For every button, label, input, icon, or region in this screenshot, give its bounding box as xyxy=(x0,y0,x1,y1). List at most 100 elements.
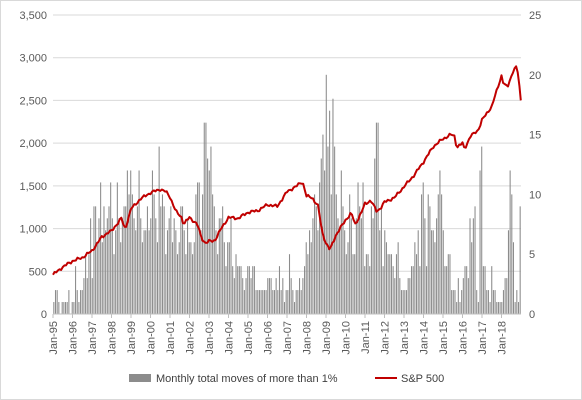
bar xyxy=(135,230,137,314)
bar xyxy=(342,206,344,314)
bar xyxy=(217,254,219,314)
bar xyxy=(304,266,306,314)
bar xyxy=(424,218,426,314)
right-axis-tick-label: 0 xyxy=(529,309,535,321)
bar xyxy=(395,254,398,314)
bar xyxy=(260,290,262,314)
bar xyxy=(339,230,341,314)
bar xyxy=(56,290,58,314)
x-axis-tick-label: Jan-99 xyxy=(126,321,138,355)
bar xyxy=(80,290,82,314)
bar xyxy=(90,218,92,314)
bar xyxy=(476,290,478,314)
bar xyxy=(228,242,230,314)
bar xyxy=(481,146,483,314)
bar xyxy=(330,194,332,314)
bar xyxy=(131,194,133,314)
bar xyxy=(153,194,155,314)
bar xyxy=(347,242,349,314)
bar xyxy=(474,206,476,314)
bar xyxy=(238,266,240,314)
bar xyxy=(507,230,509,314)
bar xyxy=(319,182,321,314)
bar xyxy=(183,230,185,314)
bar xyxy=(506,278,508,314)
bar xyxy=(86,278,88,314)
bar xyxy=(248,266,250,314)
bar xyxy=(317,230,319,314)
bar xyxy=(233,278,235,314)
bar xyxy=(394,278,396,314)
bar xyxy=(187,218,189,314)
bar xyxy=(115,230,117,314)
bar xyxy=(278,266,281,314)
bar xyxy=(466,266,468,314)
bar xyxy=(461,290,463,314)
bar xyxy=(220,218,222,314)
bar xyxy=(53,302,55,314)
bar xyxy=(195,194,197,314)
bar xyxy=(130,170,132,314)
bar xyxy=(108,206,110,314)
bar xyxy=(245,278,247,314)
bar xyxy=(96,242,98,314)
bar xyxy=(310,242,312,314)
bar xyxy=(426,266,428,314)
bar xyxy=(295,290,297,314)
bar xyxy=(385,242,387,314)
bar xyxy=(437,194,439,314)
bar xyxy=(382,266,384,314)
bar xyxy=(397,242,399,314)
bar xyxy=(399,278,401,314)
left-axis-tick-label: 3,500 xyxy=(19,10,47,22)
bar xyxy=(165,254,167,314)
bar xyxy=(100,182,102,314)
left-axis-tick-label: 2,000 xyxy=(19,138,47,150)
bar xyxy=(327,146,329,314)
x-axis-tick-label: Jan-14 xyxy=(419,321,431,355)
bar xyxy=(156,242,158,314)
x-axis-tick-label: Jan-00 xyxy=(146,321,158,355)
left-axis-tick-label: 0 xyxy=(41,309,47,321)
bar xyxy=(188,242,190,314)
bar xyxy=(312,218,314,314)
bar xyxy=(446,266,448,314)
bar xyxy=(143,230,145,314)
bar xyxy=(61,302,63,314)
bar xyxy=(489,302,491,314)
bar xyxy=(442,230,444,314)
bar xyxy=(141,242,143,314)
left-axis-tick-label: 2,500 xyxy=(19,95,47,107)
bar xyxy=(432,230,434,314)
bar xyxy=(232,266,234,314)
bar xyxy=(492,290,494,314)
bar xyxy=(103,206,105,314)
bar xyxy=(407,278,409,314)
bar xyxy=(111,218,113,314)
bar xyxy=(499,302,501,314)
bar xyxy=(85,254,87,314)
bar xyxy=(267,278,269,314)
bar xyxy=(76,290,78,314)
bar xyxy=(71,302,73,314)
bar xyxy=(252,266,254,314)
x-axis-tick-label: Jan-13 xyxy=(399,321,411,355)
bar xyxy=(449,254,451,314)
bar xyxy=(441,194,443,314)
x-axis-tick-label: Jan-04 xyxy=(224,321,236,355)
bar xyxy=(422,182,424,314)
bar xyxy=(250,278,252,314)
axes: 0 500 1,000 1,500 2,000 2,500 3,000 3,500 0 5 10 15… xyxy=(19,10,541,355)
bar xyxy=(54,290,57,314)
bar xyxy=(166,230,169,314)
bar xyxy=(235,254,237,314)
bar xyxy=(322,134,324,314)
bar xyxy=(392,266,394,314)
right-axis-tick-label: 25 xyxy=(529,10,541,22)
bar xyxy=(389,254,391,314)
bar xyxy=(509,170,511,314)
bar xyxy=(203,122,205,314)
bar xyxy=(66,302,68,314)
bar xyxy=(374,158,376,314)
